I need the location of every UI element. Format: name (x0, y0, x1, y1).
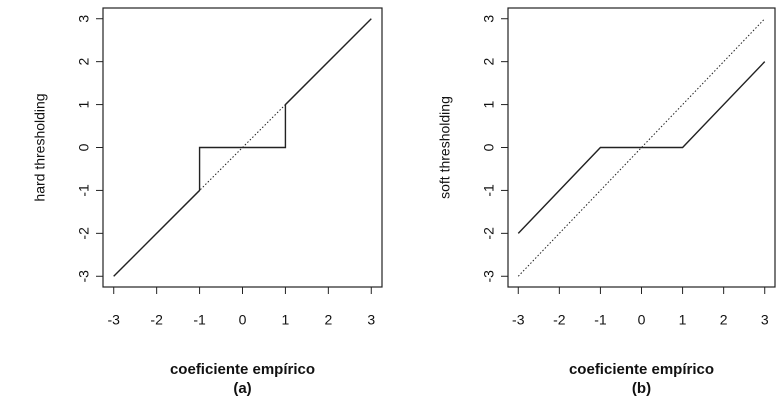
y-tick-label: 0 (76, 143, 92, 151)
x-tick-label: 2 (720, 312, 728, 328)
y-tick-label: 3 (76, 15, 92, 23)
x-tick-label: 1 (679, 312, 687, 328)
y-tick-label: 3 (481, 15, 497, 23)
x-tick-label: 3 (367, 312, 375, 328)
y-tick-label: 1 (481, 100, 497, 108)
caption: (a) (233, 380, 251, 397)
y-axis-label: soft thresholding (437, 96, 453, 199)
x-tick-label: 1 (282, 312, 290, 328)
x-tick-label: 3 (761, 312, 769, 328)
data-line (113, 18, 372, 277)
y-tick-label: 1 (76, 100, 92, 108)
x-tick-label: -2 (150, 312, 163, 328)
caption: (b) (632, 380, 651, 397)
y-tick-label: 2 (76, 58, 92, 66)
y-tick-label: -1 (481, 184, 497, 197)
y-tick-label: 2 (481, 58, 497, 66)
x-axis-label: coeficiente empírico (569, 361, 714, 378)
x-tick-label: -2 (553, 312, 566, 328)
y-tick-label: -2 (76, 227, 92, 240)
y-axis-label: hard thresholding (32, 93, 48, 201)
x-axis-label: coeficiente empírico (170, 361, 315, 378)
y-tick-label: -3 (481, 270, 497, 283)
x-tick-label: -3 (108, 312, 121, 328)
y-tick-label: 0 (481, 143, 497, 151)
x-tick-label: 0 (239, 312, 247, 328)
x-tick-label: -3 (512, 312, 525, 328)
x-tick-label: 0 (638, 312, 646, 328)
y-tick-label: -3 (76, 270, 92, 283)
y-tick-label: -1 (76, 184, 92, 197)
data-line (517, 61, 766, 234)
y-tick-label: -2 (481, 227, 497, 240)
x-tick-label: -1 (193, 312, 206, 328)
x-tick-label: 2 (324, 312, 332, 328)
x-tick-label: -1 (594, 312, 607, 328)
